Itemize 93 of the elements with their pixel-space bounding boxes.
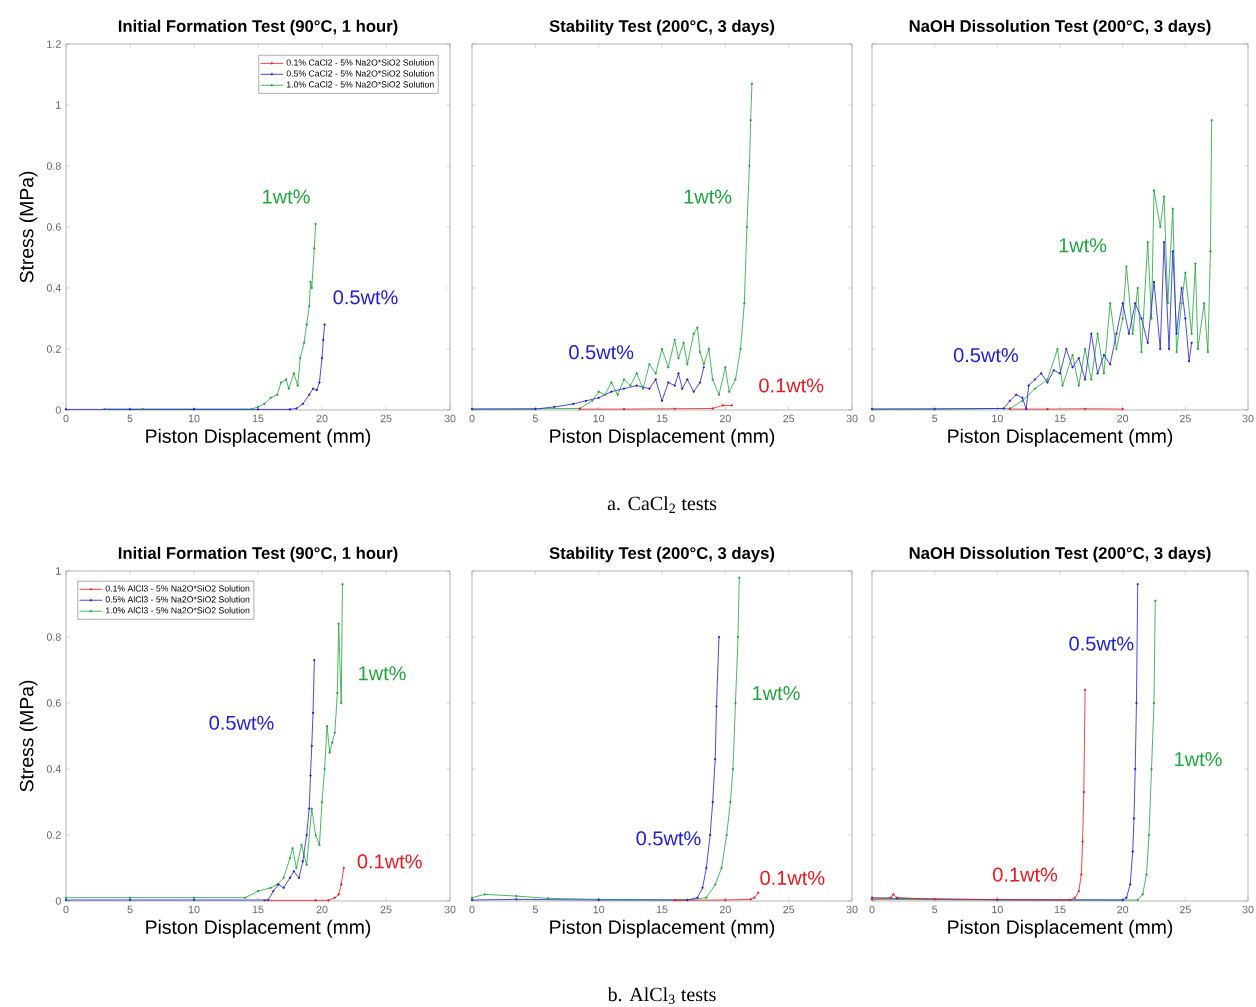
x-tick-label: 5 xyxy=(932,414,938,423)
x-tick-label: 0 xyxy=(63,414,69,423)
annotation: 0.1wt% xyxy=(357,854,422,869)
x-tick-label: 10 xyxy=(593,905,605,914)
x-tick-label: 20 xyxy=(316,414,328,423)
annotation: 0.1wt% xyxy=(993,867,1058,882)
annotation: 0.5wt% xyxy=(953,348,1019,363)
text: b. AlCl$_{3}$ tests xyxy=(607,987,716,1005)
x-tick-label: 30 xyxy=(846,414,858,423)
y-axis-title: Stress (MPa) xyxy=(19,680,38,792)
annotation: 0.5wt% xyxy=(209,715,274,730)
x-tick-label: 20 xyxy=(1117,905,1129,914)
x-tick-label: 30 xyxy=(444,414,456,423)
x-tick-label: 25 xyxy=(380,905,392,914)
x-tick-label: 0 xyxy=(869,414,875,423)
x-tick-label: 0 xyxy=(469,905,475,914)
x-tick-label: 20 xyxy=(719,414,731,423)
x-tick-label: 0 xyxy=(869,905,875,914)
annotation: 1wt% xyxy=(684,189,732,204)
y-tick-label: 1.2 xyxy=(47,40,61,48)
y-tick-label: 0.4 xyxy=(46,284,61,292)
y-tick-label: 0.2 xyxy=(46,345,61,353)
x-tick-label: 10 xyxy=(992,414,1003,423)
x-axis-title: Piston Displacement (mm) xyxy=(146,428,371,447)
x-tick-label: 25 xyxy=(783,414,795,423)
chart-title: Initial Formation Test (90°C, 1 hour) xyxy=(118,546,398,563)
annotation: 1wt% xyxy=(1059,238,1107,253)
x-tick-label: 15 xyxy=(1054,414,1066,423)
x-axis-title: Piston Displacement (mm) xyxy=(948,428,1173,447)
y-tick-label: 0.8 xyxy=(46,633,61,641)
annotation: 0.5wt% xyxy=(333,290,398,305)
x-tick-label: 25 xyxy=(783,905,795,914)
annotation: 0.5wt% xyxy=(1069,636,1134,651)
chart-title: NaOH Dissolution Test (200°C, 3 days) xyxy=(909,19,1211,36)
x-tick-label: 5 xyxy=(532,905,538,914)
x-tick-label: 10 xyxy=(992,905,1003,914)
x-axis-title: Piston Displacement (mm) xyxy=(948,919,1173,938)
x-tick-label: 5 xyxy=(932,905,938,914)
x-tick-label: 30 xyxy=(1242,905,1254,914)
annotation: 0.1wt% xyxy=(760,870,825,885)
annotation: 1wt% xyxy=(263,189,310,204)
y-tick-label: 1 xyxy=(56,567,61,575)
x-tick-label: 15 xyxy=(656,414,668,423)
x-axis-title: Piston Displacement (mm) xyxy=(550,919,775,938)
y-axis-title: Stress (MPa) xyxy=(19,171,38,283)
y-tick-label: 0.2 xyxy=(46,831,61,839)
x-tick-label: 25 xyxy=(380,414,392,423)
x-axis-title: Piston Displacement (mm) xyxy=(146,919,371,938)
legend-label: 1.0% CaCl2 - 5% Na2O*SiO2 Solution xyxy=(287,81,434,88)
x-tick-label: 10 xyxy=(188,414,200,423)
y-tick-label: 0.6 xyxy=(46,699,61,707)
x-tick-label: 5 xyxy=(127,414,133,423)
legend-label: 0.1% CaCl2 - 5% Na2O*SiO2 Solution xyxy=(286,59,434,66)
legend-label: 0.1% AlCl3 - 5% Na2O*SiO2 Solution xyxy=(105,585,250,592)
chart-title: NaOH Dissolution Test (200°C, 3 days) xyxy=(909,546,1211,563)
y-tick-label: 0 xyxy=(55,897,61,905)
annotation: 1wt% xyxy=(1175,752,1222,767)
x-tick-label: 0 xyxy=(63,905,69,914)
x-tick-label: 5 xyxy=(532,414,538,423)
x-tick-label: 5 xyxy=(127,905,133,914)
annotation: 0.5wt% xyxy=(569,345,634,360)
annotation: 1wt% xyxy=(753,686,800,701)
y-tick-label: 0.8 xyxy=(46,162,61,170)
x-tick-label: 30 xyxy=(444,905,456,914)
x-tick-label: 20 xyxy=(316,905,328,914)
chart-title: Initial Formation Test (90°C, 1 hour) xyxy=(118,19,398,36)
x-tick-label: 10 xyxy=(593,414,605,423)
x-axis-title: Piston Displacement (mm) xyxy=(550,428,775,447)
legend-label: 1.0% AlCl3 - 5% Na2O*SiO2 Solution xyxy=(106,607,250,614)
x-tick-label: 15 xyxy=(252,414,264,423)
x-tick-label: 10 xyxy=(188,905,200,914)
y-tick-label: 0 xyxy=(55,406,61,414)
x-tick-label: 30 xyxy=(846,905,858,914)
annotation: 0.1wt% xyxy=(759,378,824,393)
chart-title: Stability Test (200°C, 3 days) xyxy=(549,19,775,36)
x-tick-label: 15 xyxy=(656,905,668,914)
x-tick-label: 20 xyxy=(719,905,731,914)
legend-label: 0.5% AlCl3 - 5% Na2O*SiO2 Solution xyxy=(105,596,250,603)
text: a. CaCl$_{2}$ tests xyxy=(607,496,717,513)
x-tick-label: 20 xyxy=(1117,414,1129,423)
x-tick-label: 15 xyxy=(1054,905,1066,914)
chart-title: Stability Test (200°C, 3 days) xyxy=(549,546,775,563)
x-tick-label: 25 xyxy=(1179,414,1191,423)
annotation: 1wt% xyxy=(359,666,406,681)
x-tick-label: 15 xyxy=(252,905,264,914)
annotation: 0.5wt% xyxy=(636,831,701,846)
y-tick-label: 0.4 xyxy=(46,765,61,773)
legend-label: 0.5% CaCl2 - 5% Na2O*SiO2 Solution xyxy=(286,70,434,77)
x-tick-label: 25 xyxy=(1179,905,1191,914)
y-tick-label: 0.6 xyxy=(46,223,61,231)
x-tick-label: 30 xyxy=(1242,414,1254,423)
y-tick-label: 1 xyxy=(56,101,61,109)
x-tick-label: 0 xyxy=(469,414,475,423)
